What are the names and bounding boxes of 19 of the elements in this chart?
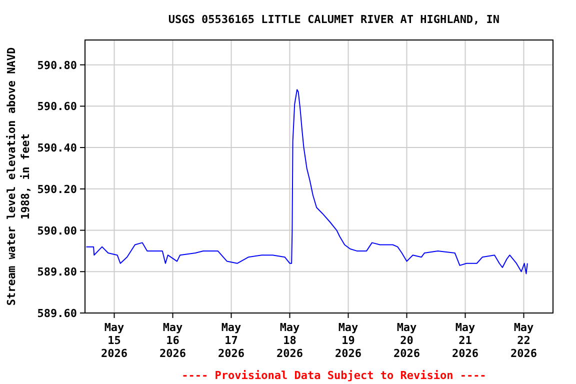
x-tick-label: May 17 2026 [218, 321, 245, 360]
y-tick-label: 590.00 [37, 224, 77, 238]
x-tick-label: May 21 2026 [452, 321, 479, 360]
x-tick-label: May 19 2026 [335, 321, 362, 360]
y-tick-label: 590.60 [37, 100, 77, 114]
x-tick-label: May 16 2026 [160, 321, 186, 360]
text: ---- Provisional Data Subject to Revision ---- [182, 369, 486, 382]
x-tick-label: May 18 2026 [276, 321, 304, 360]
y-axis-title: Stream water level elevation above NAVD 1988, in feet [5, 46, 32, 306]
x-tick-label: May 15 2026 [101, 321, 128, 360]
line-series [86, 89, 528, 274]
y-tick-label: 590.20 [37, 182, 77, 196]
y-tick-label: 590.80 [37, 58, 77, 72]
y-tick-label: 589.60 [37, 307, 77, 320]
x-tick-label: May 20 2026 [394, 321, 420, 360]
y-tick-label: 590.40 [37, 142, 77, 155]
x-tick-label: May 22 2026 [510, 321, 538, 360]
y-tick-label: 589.80 [37, 266, 77, 279]
chart-title: USGS 05536165 LITTLE CALUMET RIVER AT HIGHLAND, IN [168, 13, 500, 26]
